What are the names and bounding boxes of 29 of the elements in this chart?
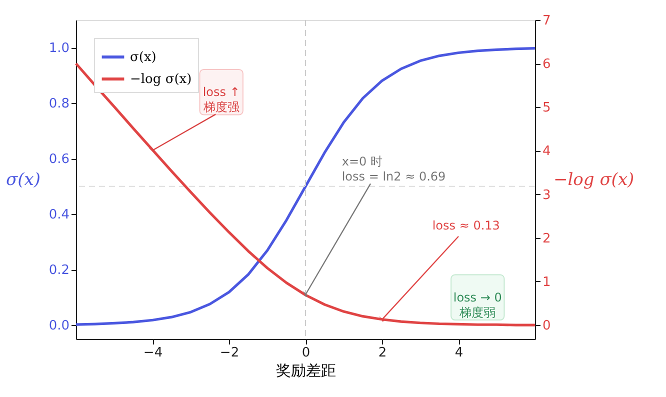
y2-axis-title: −log σ(x) [554,170,634,190]
y-tick-label: 0.0 [48,318,70,334]
y-tick-label: 0.2 [48,263,70,278]
point [378,316,384,322]
x-tick-label: −2 [220,346,240,360]
legend-label: −log σ(x) [130,72,192,87]
y2-tick-label: 2 [542,231,551,246]
y2-tick-label: 0 [542,318,551,334]
x-axis-title: 奖励差距 [276,362,336,380]
annotation: loss ≈ 0.13 [432,218,500,232]
x-tick-label: 0 [302,346,310,360]
legend-label: σ(x) [130,50,156,65]
y2-tick-label: 3 [542,188,551,203]
y-tick-label: 1.0 [48,41,70,56]
y-tick-label: 0.8 [48,96,70,112]
y2-tick-label: 1 [542,274,551,290]
y2-tick-label: 4 [542,144,551,160]
y2-tick-label: 5 [542,100,551,116]
y-tick-label: 0.6 [48,152,70,168]
annotation: loss → 0 梯度弱 [453,290,502,320]
x-tick-label: 4 [454,346,464,360]
annotation: x=0 时 loss = ln2 ≈ 0.69 [342,154,446,184]
y-axis-title: σ(x) [6,170,40,190]
x-tick-label: −4 [143,346,163,360]
y2-tick-label: 6 [542,57,551,72]
annotation: loss ↑ 梯度强 [202,85,240,114]
y-tick-label: 0.4 [48,208,70,223]
x-tick-label: 2 [378,346,387,360]
y2-tick-label: 7 [542,14,551,28]
